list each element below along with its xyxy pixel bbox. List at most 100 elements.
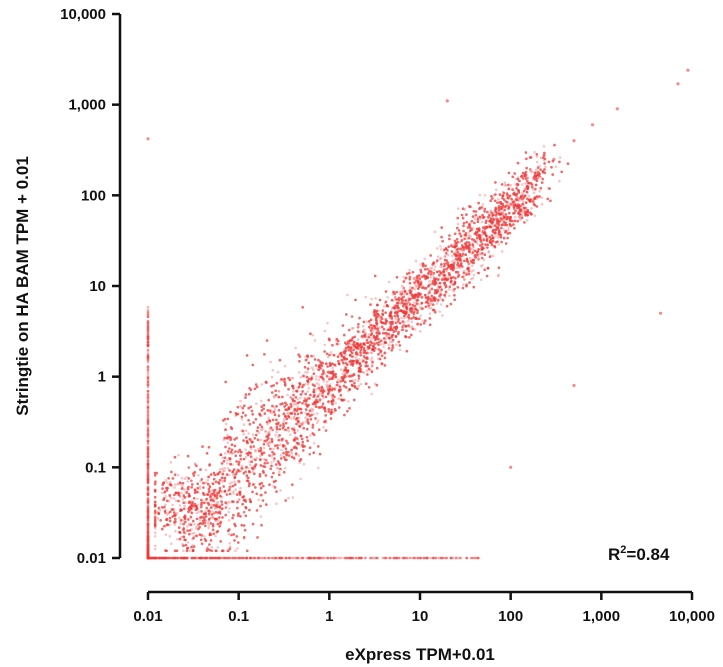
scatter-point [385, 328, 388, 332]
scatter-point [249, 471, 252, 474]
scatter-point [195, 507, 199, 511]
scatter-point [310, 366, 314, 370]
scatter-point [240, 417, 244, 421]
scatter-point [535, 168, 538, 171]
scatter-point [344, 372, 347, 375]
scatter-point [354, 341, 358, 345]
scatter-point [278, 443, 282, 447]
scatter-point [192, 531, 196, 535]
scatter-point [306, 383, 310, 386]
scatter-point [204, 510, 207, 513]
scatter-point [196, 503, 199, 506]
scatter-point [489, 209, 493, 212]
scatter-point [389, 325, 392, 329]
scatter-point [181, 486, 185, 490]
scatter-point [525, 191, 529, 194]
scatter-point [189, 510, 193, 514]
scatter-point [529, 199, 532, 202]
scatter-point [296, 438, 300, 441]
scatter-point [221, 473, 224, 476]
scatter-point [400, 295, 404, 298]
scatter-point [333, 386, 337, 390]
scatter-point [475, 234, 479, 238]
scatter-point [328, 370, 332, 373]
scatter-point [450, 254, 454, 258]
scatter-point [173, 523, 177, 526]
scatter-point [474, 256, 477, 259]
scatter-point [181, 542, 184, 546]
scatter-point [356, 379, 360, 383]
scatter-point [479, 217, 482, 220]
scatter-point [413, 282, 417, 286]
scatter-point [375, 324, 379, 327]
scatter-point [376, 329, 380, 333]
scatter-point [244, 429, 248, 433]
scatter-point [308, 434, 312, 437]
scatter-point [294, 402, 298, 406]
scatter-point [412, 314, 416, 318]
scatter-point [204, 498, 208, 502]
scatter-point [349, 373, 352, 377]
scatter-point [227, 549, 230, 553]
scatter-point [298, 461, 301, 465]
scatter-point [319, 375, 323, 378]
scatter-point [341, 359, 345, 363]
scatter-point [533, 151, 536, 154]
scatter-point [403, 316, 406, 320]
scatter-point [350, 337, 354, 341]
scatter-point [221, 467, 224, 471]
scatter-point [260, 414, 263, 418]
scatter-point [438, 310, 442, 313]
scatter-point [206, 546, 209, 549]
scatter-point [419, 307, 423, 310]
scatter-point [370, 356, 374, 360]
scatter-point [248, 437, 252, 441]
scatter-point [259, 485, 263, 489]
scatter-point [439, 290, 443, 293]
scatter-point [472, 254, 476, 258]
scatter-point [211, 516, 215, 520]
scatter-point [512, 219, 516, 223]
scatter-point [324, 362, 328, 366]
scatter-point [296, 429, 300, 432]
scatter-point [544, 165, 547, 169]
scatter-point [184, 495, 187, 499]
scatter-point [472, 273, 476, 277]
scatter-point [164, 518, 168, 522]
scatter-point [429, 301, 433, 305]
scatter-point [444, 254, 447, 258]
scatter-point [205, 501, 208, 504]
scatter-point [288, 412, 292, 415]
scatter-point [412, 301, 416, 304]
scatter-point [402, 323, 405, 326]
scatter-point [439, 265, 443, 269]
scatter-point [195, 534, 199, 538]
scatter-point [277, 470, 281, 474]
scatter-point [294, 435, 297, 439]
scatter-point [272, 459, 276, 463]
scatter-point [220, 496, 224, 499]
scatter-point [479, 236, 482, 240]
scatter-point [462, 278, 466, 281]
scatter-point [319, 392, 322, 395]
scatter-point [527, 185, 530, 188]
scatter-point [207, 519, 211, 522]
scatter-point [419, 306, 422, 309]
scatter-point [363, 328, 366, 332]
scatter-point [490, 237, 493, 241]
scatter-point [234, 488, 237, 491]
scatter-point [223, 466, 226, 470]
scatter-point [317, 383, 321, 386]
scatter-point [169, 480, 172, 484]
scatter-point [221, 456, 224, 460]
scatter-point [456, 222, 460, 226]
scatter-point [373, 382, 377, 386]
scatter-point [179, 482, 183, 486]
scatter-point [407, 303, 411, 307]
scatter-point [447, 273, 451, 277]
scatter-point [491, 254, 495, 258]
scatter-point [428, 289, 432, 292]
scatter-point [258, 482, 262, 485]
scatter-point [336, 378, 340, 381]
scatter-point [153, 544, 157, 548]
